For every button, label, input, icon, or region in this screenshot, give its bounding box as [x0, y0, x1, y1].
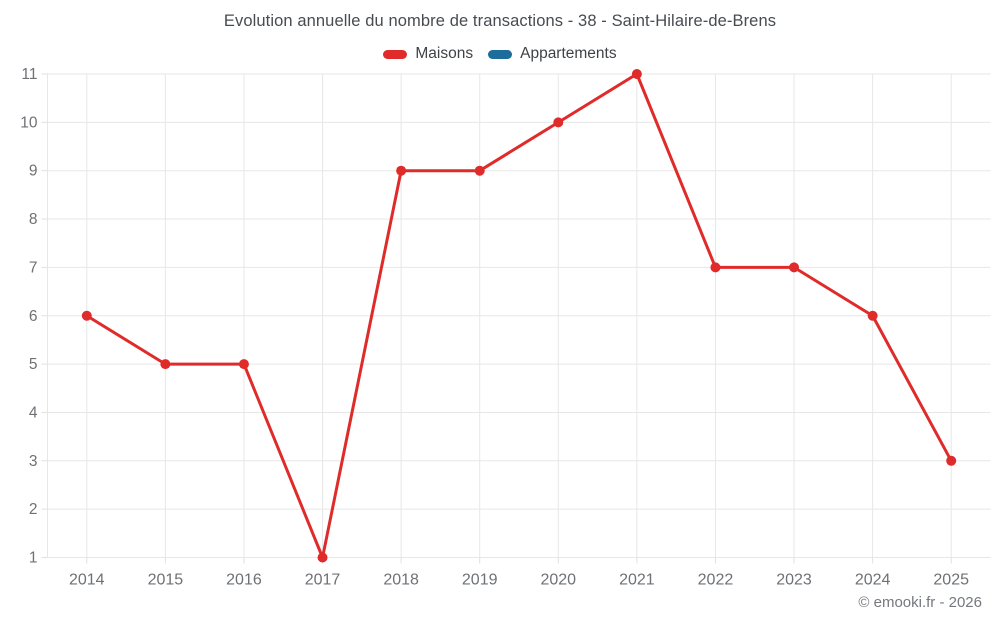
- data-point-maisons-2014[interactable]: [81, 310, 92, 321]
- legend-item-appartements[interactable]: Appartements: [488, 45, 617, 63]
- y-axis-label: 4: [29, 404, 38, 421]
- data-point-maisons-2024[interactable]: [867, 310, 878, 321]
- chart-legend: Maisons Appartements: [0, 45, 1000, 63]
- y-axis-label: 6: [29, 308, 38, 325]
- data-point-maisons-2020[interactable]: [553, 117, 564, 128]
- x-axis-label: 2016: [226, 572, 262, 589]
- chart-title: Evolution annuelle du nombre de transact…: [223, 12, 777, 30]
- y-axis-label: 1: [29, 550, 38, 567]
- y-axis-label: 3: [29, 453, 38, 470]
- data-point-maisons-2018[interactable]: [396, 165, 407, 176]
- y-axis-label: 10: [20, 114, 38, 131]
- x-axis-label: 2014: [69, 572, 105, 589]
- data-point-maisons-2025[interactable]: [946, 455, 957, 466]
- appartements-swatch-icon: [488, 49, 513, 59]
- chart-footer-credit: © emooki.fr - 2026: [858, 594, 982, 611]
- data-point-maisons-2016[interactable]: [238, 359, 249, 370]
- legend-label-maisons: Maisons: [415, 45, 474, 62]
- legend-item-maisons[interactable]: Maisons: [383, 45, 473, 63]
- x-axis-label: 2025: [933, 572, 969, 589]
- legend-label-appartements: Appartements: [520, 45, 617, 62]
- series-line-maisons: [85, 72, 953, 559]
- maisons-swatch-icon: [383, 49, 408, 59]
- x-axis-label: 2021: [619, 572, 655, 589]
- data-point-maisons-2023[interactable]: [789, 262, 800, 273]
- x-axis-label: 2018: [383, 572, 419, 589]
- x-axis-label: 2015: [148, 572, 184, 589]
- x-axis-label: 2024: [855, 572, 891, 589]
- x-axis-label: 2023: [776, 572, 812, 589]
- y-axis-label: 11: [21, 66, 37, 83]
- x-axis-label: 2022: [698, 572, 734, 589]
- x-axis-label: 2019: [462, 572, 498, 589]
- data-point-maisons-2015[interactable]: [160, 359, 171, 370]
- data-point-maisons-2021[interactable]: [631, 69, 642, 79]
- y-axis-label: 7: [29, 259, 38, 276]
- y-axis-label: 8: [29, 211, 38, 228]
- x-axis-label: 2017: [305, 572, 341, 589]
- data-point-maisons-2017[interactable]: [317, 552, 328, 563]
- x-axis-label: 2020: [540, 572, 576, 589]
- y-axis-label: 2: [29, 501, 38, 518]
- data-point-maisons-2022[interactable]: [710, 262, 721, 273]
- y-axis-label: 5: [29, 356, 38, 373]
- y-axis-label: 9: [29, 163, 38, 180]
- data-point-maisons-2019[interactable]: [474, 165, 485, 176]
